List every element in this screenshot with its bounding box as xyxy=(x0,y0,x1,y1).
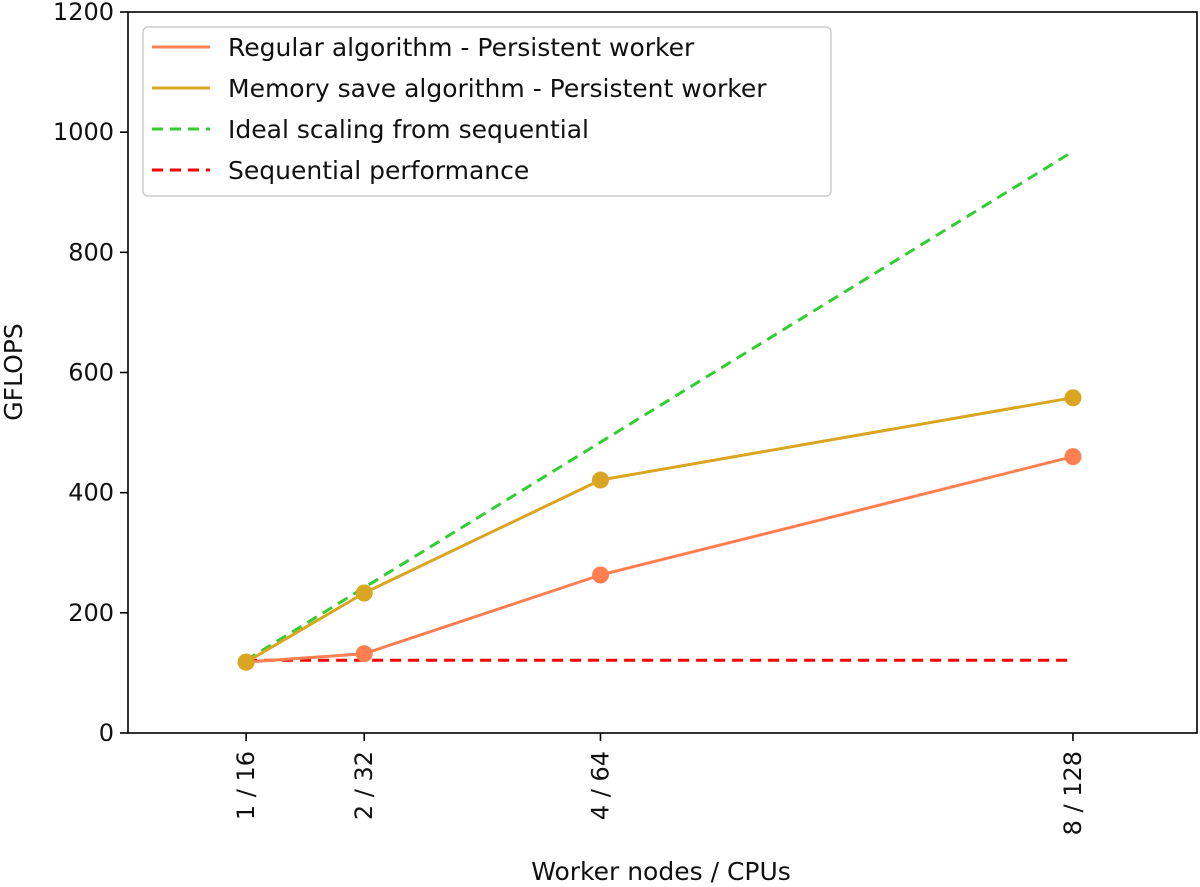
y-tick-label: 0 xyxy=(99,719,114,747)
series-line-regular-algorithm-persistent-worker xyxy=(245,455,1074,664)
y-tick-label: 800 xyxy=(68,238,114,266)
series-line-ideal-scaling-from-sequential xyxy=(245,150,1074,662)
y-axis: 0 200 400 600 800 1000 1200 xyxy=(53,0,128,747)
data-point-memory-save-algorithm-persistent-worker xyxy=(237,653,255,671)
y-tick-label: 400 xyxy=(68,479,114,507)
legend: Regular algorithm - Persistent worker Mem… xyxy=(142,26,832,197)
x-tick-label: 1 / 16 xyxy=(232,751,260,820)
y-tick-label: 1200 xyxy=(53,0,114,26)
legend-label: Regular algorithm - Persistent worker xyxy=(228,33,695,62)
series-layer xyxy=(237,150,1082,671)
x-tick-label: 8 / 128 xyxy=(1059,751,1087,835)
y-tick-label: 1000 xyxy=(53,118,114,146)
x-axis-title: Worker nodes / CPUs xyxy=(531,857,791,886)
data-point-regular-algorithm-persistent-worker xyxy=(1064,448,1082,466)
legend-label: Memory save algorithm - Persistent worke… xyxy=(228,74,767,103)
y-tick-label: 200 xyxy=(68,599,114,627)
legend-label: Sequential performance xyxy=(228,156,529,185)
data-point-memory-save-algorithm-persistent-worker xyxy=(1064,389,1082,407)
y-axis-title: GFLOPS xyxy=(0,323,28,420)
series-line-memory-save-algorithm-persistent-worker xyxy=(245,396,1074,664)
legend-label: Ideal scaling from sequential xyxy=(228,115,589,144)
data-point-regular-algorithm-persistent-worker xyxy=(591,566,609,584)
data-point-memory-save-algorithm-persistent-worker xyxy=(355,584,373,602)
y-tick-label: 600 xyxy=(68,359,114,387)
x-axis: 1 / 16 2 / 32 4 / 64 8 / 128 xyxy=(232,733,1087,835)
data-point-memory-save-algorithm-persistent-worker xyxy=(591,471,609,489)
data-point-regular-algorithm-persistent-worker xyxy=(355,645,373,663)
x-tick-label: 2 / 32 xyxy=(350,751,378,820)
x-tick-label: 4 / 64 xyxy=(586,751,614,820)
legend-box xyxy=(142,26,832,197)
